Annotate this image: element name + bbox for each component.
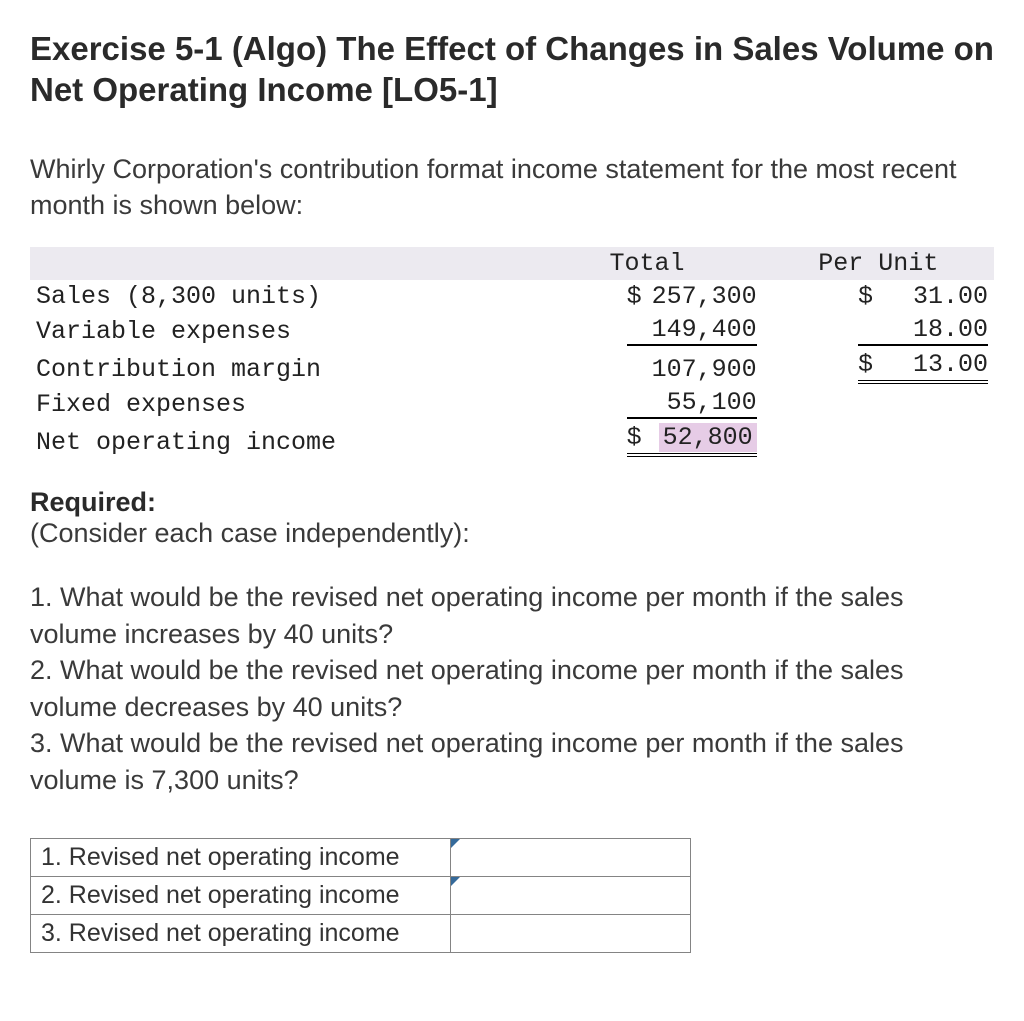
header-per-unit: Per Unit [763,247,994,280]
question-2: 2. What would be the revised net operati… [30,655,904,721]
row-variable-expenses: Variable expenses 149,400 18.00 [30,313,994,348]
sales-total-sym: $ [627,282,642,311]
required-label: Required: [30,487,994,518]
row-net-operating-income: Net operating income $52,800 [30,421,994,459]
answer-cell-1[interactable] [451,839,691,877]
sales-per-unit: 31.00 [913,282,988,311]
answer-row-3: 3. Revised net operating income [31,915,691,953]
answer-cell-3[interactable] [451,915,691,953]
question-3: 3. What would be the revised net operati… [30,728,904,794]
answer-input-1[interactable] [451,841,690,875]
answer-label-2: 2. Revised net operating income [31,877,451,915]
cm-per-unit: 13.00 [913,350,988,379]
intro-text: Whirly Corporation's contribution format… [30,151,994,224]
answer-label-3: 3. Revised net operating income [31,915,451,953]
varexp-per-unit: 18.00 [913,315,988,344]
row-contribution-margin: Contribution margin 107,900 $13.00 [30,348,994,386]
answer-cell-2[interactable] [451,877,691,915]
cm-pu-sym: $ [858,350,873,379]
answer-label-1: 1. Revised net operating income [31,839,451,877]
input-marker-icon [451,877,460,886]
answer-row-2: 2. Revised net operating income [31,877,691,915]
required-subnote: (Consider each case independently): [30,518,994,549]
answer-row-1: 1. Revised net operating income [31,839,691,877]
noi-total-sym: $ [627,423,642,452]
fixed-total: 55,100 [667,388,757,417]
label-fixed: Fixed expenses [30,386,531,421]
row-fixed-expenses: Fixed expenses 55,100 [30,386,994,421]
varexp-total: 149,400 [652,315,757,344]
questions-block: 1. What would be the revised net operati… [30,579,994,798]
income-statement-table: Total Per Unit Sales (8,300 units) $257,… [30,247,994,459]
noi-total: 52,800 [659,423,757,452]
answer-input-3[interactable] [451,917,690,951]
answers-table: 1. Revised net operating income 2. Revis… [30,838,691,953]
header-blank [30,247,531,280]
answer-input-2[interactable] [451,879,690,913]
header-total: Total [531,247,762,280]
cm-total: 107,900 [652,355,757,384]
label-noi: Net operating income [30,421,531,459]
input-marker-icon [451,839,460,848]
label-varexp: Variable expenses [30,313,531,348]
sales-pu-sym: $ [858,282,873,311]
exercise-title: Exercise 5-1 (Algo) The Effect of Change… [30,28,994,111]
row-sales: Sales (8,300 units) $257,300 $31.00 [30,280,994,313]
question-1: 1. What would be the revised net operati… [30,582,904,648]
label-cm: Contribution margin [30,348,531,386]
sales-total: 257,300 [652,282,757,311]
label-sales: Sales (8,300 units) [30,280,531,313]
